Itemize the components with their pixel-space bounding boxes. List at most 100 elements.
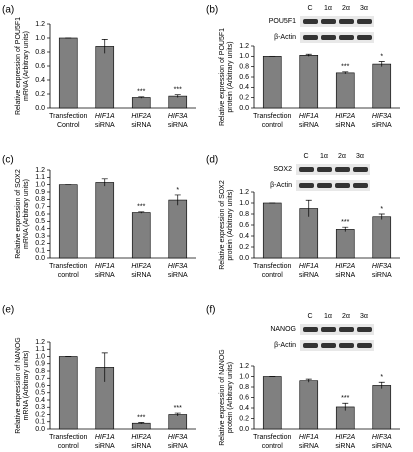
error-bar: [138, 96, 145, 99]
y-tick-label: 1.0: [239, 200, 249, 207]
x-tick-label: HIF1A: [299, 263, 319, 270]
y-tick-label: 0.4: [239, 84, 249, 91]
panel-label: (c): [2, 155, 14, 166]
blot-lane-label: 3α: [360, 313, 368, 320]
x-tick-label: siRNA: [335, 122, 355, 129]
y-tick-label: 0.8: [239, 211, 249, 218]
blot-band: [299, 183, 314, 188]
y-tick-label: 0.8: [239, 384, 249, 391]
blot-band: [321, 19, 336, 24]
bar: [95, 182, 115, 259]
y-axis-label: mRNA (Arbitrary units): [23, 179, 30, 249]
error-bar: [378, 381, 385, 389]
x-tick-label: siRNA: [168, 122, 188, 129]
x-tick-label: siRNA: [95, 122, 115, 129]
y-tick-label: 1.2: [35, 339, 45, 346]
bar: [168, 95, 188, 109]
x-tick-label: HIF2A: [335, 434, 355, 441]
bar: [58, 184, 78, 259]
y-axis-label: Relative expression of POU5F1: [15, 17, 22, 115]
x-tick-label: siRNA: [299, 443, 319, 450]
blot-band: [339, 343, 354, 348]
error-bar: [305, 53, 312, 57]
error-bar: [101, 39, 108, 54]
x-tick-label: HIF3A: [372, 434, 392, 441]
panel-label: (a): [2, 5, 14, 16]
panel-label: (b): [206, 5, 218, 16]
blot-band: [353, 167, 368, 172]
y-tick-label: 0.2: [35, 91, 45, 98]
significance: *: [176, 187, 179, 194]
y-axis-label: Relative expression of NANOG: [15, 337, 22, 433]
x-tick-label: HIF1A: [299, 113, 319, 120]
x-tick-label: HIF2A: [131, 263, 151, 270]
y-tick-label: 0.4: [35, 77, 45, 84]
blot-band: [335, 183, 350, 188]
blot-band: [339, 327, 354, 332]
x-tick-label: siRNA: [131, 122, 151, 129]
y-tick-label: 0.3: [35, 404, 45, 411]
blot-band: [317, 167, 332, 172]
x-tick-label: control: [58, 443, 79, 450]
blot-strip: [296, 180, 370, 191]
x-tick-label: siRNA: [335, 272, 355, 279]
bar: [262, 202, 282, 259]
y-tick-label: 0.2: [239, 415, 249, 422]
x-tick-label: HIF3A: [372, 113, 392, 120]
y-tick-label: 0.1: [35, 248, 45, 255]
x-tick-label: control: [58, 272, 79, 279]
error-bar: [305, 199, 312, 217]
x-tick-label: HIF3A: [168, 263, 188, 270]
error-bar: [138, 422, 145, 424]
blot-strip: [300, 32, 374, 43]
blot-strip: [300, 324, 374, 335]
error-bar: [342, 226, 349, 232]
bar: [131, 212, 151, 259]
blot-lane-label: 1α: [324, 5, 332, 12]
y-tick-label: 1.0: [35, 182, 45, 189]
significance: ***: [137, 89, 145, 96]
error-bar: [305, 378, 312, 383]
x-tick-label: Transfection: [49, 434, 87, 441]
bar: [372, 63, 392, 109]
y-tick-label: 0.0: [35, 255, 45, 262]
y-tick-label: 0.6: [239, 74, 249, 81]
blot-band: [303, 35, 318, 40]
blot-band: [335, 167, 350, 172]
blot-lane-label: 3α: [356, 153, 364, 160]
y-tick-label: 0.2: [35, 411, 45, 418]
y-axis-label: protein (Arbitrary units): [227, 362, 234, 433]
bar: [372, 216, 392, 259]
error-bar: [342, 71, 349, 74]
significance: ***: [174, 405, 182, 412]
y-tick-label: 0.6: [35, 211, 45, 218]
blot-band: [357, 35, 372, 40]
y-tick-label: 0.3: [35, 233, 45, 240]
blot-band-label: β-Actin: [274, 342, 296, 349]
panel-label: (d): [206, 155, 218, 166]
error-bar: [378, 61, 385, 67]
y-tick-label: 0.2: [239, 244, 249, 251]
error-bar: [174, 412, 181, 416]
x-tick-label: siRNA: [299, 272, 319, 279]
y-tick-label: 0.4: [239, 405, 249, 412]
x-tick-label: HIF2A: [335, 113, 355, 120]
y-tick-label: 0.9: [35, 189, 45, 196]
bar: [168, 199, 188, 259]
bar: [372, 385, 392, 430]
significance: ***: [341, 64, 349, 71]
blot-lane-label: 2α: [338, 153, 346, 160]
y-axis-label: mRNA (Arbitrary units): [23, 31, 30, 101]
significance: *: [380, 374, 383, 381]
x-tick-label: Transfection: [49, 113, 87, 120]
blot-band: [339, 19, 354, 24]
x-tick-label: Control: [57, 122, 80, 129]
bar: [262, 56, 282, 109]
y-tick-label: 0.2: [35, 240, 45, 247]
blot-band: [303, 19, 318, 24]
blot-band: [357, 327, 372, 332]
bar: [262, 376, 282, 430]
x-tick-label: siRNA: [168, 272, 188, 279]
x-tick-label: HIF1A: [299, 434, 319, 441]
blot-band: [339, 35, 354, 40]
